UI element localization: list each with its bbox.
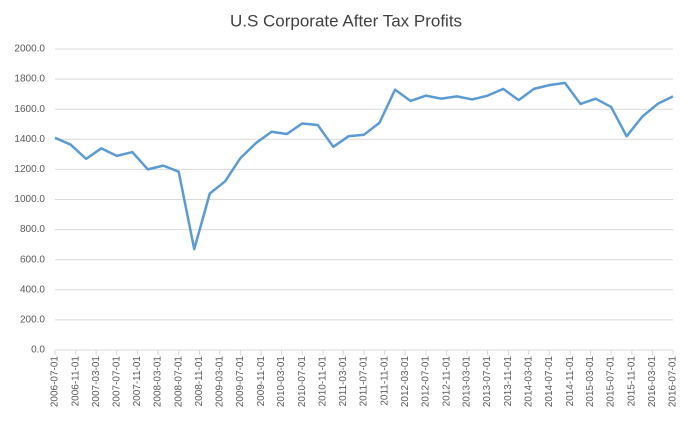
x-tick-label: 2013-11-01 [503,356,514,407]
data-line [54,81,674,251]
x-tick-label: 2009-11-01 [256,356,267,407]
x-tick-label: 2013-03-01 [462,356,473,408]
x-tick-label: 2009-03-01 [214,356,225,408]
y-tick-label: 1800.0 [14,74,45,85]
x-tick-label: 2008-07-01 [173,356,184,408]
x-tick-label: 2012-07-01 [420,356,431,408]
x-tick-label: 2014-03-01 [523,356,534,408]
x-tick-label: 2010-07-01 [297,356,308,408]
x-tick-label: 2007-11-01 [132,356,143,407]
x-tick-label: 2007-03-01 [91,356,102,408]
y-tick-label: 400.0 [20,284,45,295]
x-tick-label: 2015-11-01 [627,356,638,407]
y-tick-label: 2000.0 [14,44,45,55]
x-tick-label: 2011-07-01 [359,356,370,407]
y-tick-label: 0.0 [31,345,45,356]
y-tick-label: 200.0 [20,315,45,326]
y-tick-label: 800.0 [20,224,45,235]
x-tick-label: 2016-07-01 [668,356,679,408]
x-tick-label: 2008-11-01 [194,356,205,407]
y-tick-label: 1200.0 [14,164,45,175]
x-tick-label: 2010-11-01 [318,356,329,407]
x-tick-label: 2014-11-01 [565,356,576,407]
y-tick-label: 1000.0 [14,194,45,205]
x-tick-label: 2007-07-01 [111,356,122,408]
x-tick-label: 2015-07-01 [606,356,617,408]
x-tick-label: 2010-03-01 [276,356,287,408]
x-tick-label: 2011-11-01 [379,356,390,406]
chart-title: U.S Corporate After Tax Profits [230,11,462,30]
y-tick-label: 1400.0 [14,134,45,145]
x-tick-label: 2008-03-01 [153,356,164,408]
x-tick-label: 2006-07-01 [50,356,61,408]
y-tick-label: 600.0 [20,254,45,265]
y-tick-label: 1600.0 [14,104,45,115]
x-tick-label: 2006-11-01 [70,356,81,407]
x-tick-label: 2011-03-01 [338,356,349,407]
x-tick-label: 2016-03-01 [647,356,658,408]
x-tick-label: 2009-07-01 [235,356,246,408]
x-tick-label: 2015-03-01 [585,356,596,408]
x-tick-label: 2013-07-01 [482,356,493,408]
x-tick-label: 2014-07-01 [544,356,555,408]
x-tick-label: 2012-03-01 [400,356,411,408]
x-tick-label: 2012-11-01 [441,356,452,407]
